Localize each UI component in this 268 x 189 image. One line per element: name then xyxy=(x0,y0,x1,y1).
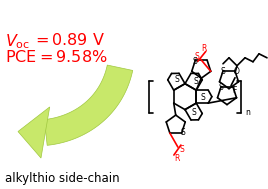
Text: S: S xyxy=(201,93,206,102)
Text: n: n xyxy=(245,108,250,117)
Polygon shape xyxy=(18,107,50,158)
Text: S: S xyxy=(191,108,196,117)
Polygon shape xyxy=(44,65,133,145)
Text: F: F xyxy=(232,86,236,95)
Text: $\mathrm{PCE} = 9.58\%$: $\mathrm{PCE} = 9.58\%$ xyxy=(5,49,107,65)
Text: S: S xyxy=(194,52,199,61)
Text: S: S xyxy=(192,57,197,66)
Text: S: S xyxy=(219,83,224,92)
Text: $\mathit{V}_{\mathrm{oc}}$: $\mathit{V}_{\mathrm{oc}}$ xyxy=(5,32,30,51)
Text: S: S xyxy=(180,128,185,137)
Text: S: S xyxy=(180,145,184,153)
Text: alkylthio side-chain: alkylthio side-chain xyxy=(5,172,120,185)
Text: S: S xyxy=(174,75,179,84)
Text: S: S xyxy=(193,77,198,86)
Text: S: S xyxy=(221,67,225,76)
Text: R: R xyxy=(201,44,206,53)
Text: R: R xyxy=(174,153,180,163)
Text: O: O xyxy=(234,67,240,76)
Text: $= 0.89\ \mathrm{V}$: $= 0.89\ \mathrm{V}$ xyxy=(32,32,105,48)
